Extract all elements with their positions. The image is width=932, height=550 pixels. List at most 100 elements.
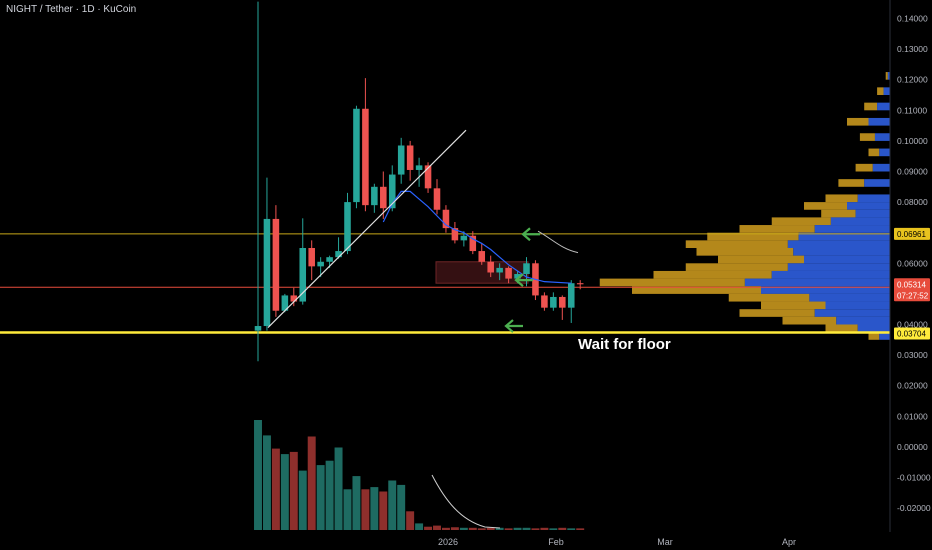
candle-body — [326, 257, 333, 262]
moving-average-line — [382, 190, 572, 284]
profile-bar-sell — [739, 309, 815, 317]
profile-bar-buy — [804, 255, 890, 264]
volume-bar — [424, 526, 433, 530]
volume-bar — [334, 447, 343, 530]
y-tick-label: 0.03000 — [897, 350, 928, 360]
candle-body — [505, 267, 512, 279]
y-tick-label: 0.11000 — [897, 105, 927, 115]
profile-bar-buy — [857, 194, 890, 203]
y-tick-label: 0.00000 — [897, 442, 928, 452]
profile-bar-sell — [838, 179, 865, 187]
projection-line — [537, 230, 579, 254]
y-tick-label: 0.01000 — [897, 411, 928, 421]
volume-bar — [486, 527, 495, 530]
y-tick-label: 0.04000 — [897, 320, 928, 330]
profile-bar-buy — [855, 209, 890, 218]
candle-body — [567, 283, 575, 308]
candle-body — [433, 188, 441, 210]
profile-bar-sell — [864, 102, 878, 111]
volume-bar — [370, 487, 379, 530]
candle-body — [550, 296, 557, 308]
candle-body — [460, 235, 468, 241]
candle-body — [371, 186, 378, 206]
profile-bar-buy — [814, 309, 890, 317]
left-arrow-icon — [504, 319, 523, 333]
annotation-text: Wait for floor — [578, 336, 671, 353]
profile-bar-sell — [847, 117, 869, 126]
candle-body — [576, 283, 584, 285]
left-arrow-icon — [514, 273, 533, 287]
profile-bar-buy — [874, 133, 890, 141]
candle-body — [469, 235, 477, 252]
volume-ma-line — [431, 474, 501, 529]
profile-bar-buy — [825, 301, 890, 310]
volume-bar — [450, 527, 459, 530]
profile-bar-buy — [877, 102, 890, 111]
profile-bar-buy — [830, 217, 890, 226]
candle-body — [362, 108, 369, 206]
volume-bar — [495, 527, 504, 530]
volume-bar — [441, 527, 450, 530]
chart-title: NIGHT / Tether · 1D · KuCoin — [6, 4, 137, 15]
candle-body — [281, 295, 289, 311]
profile-bar-sell — [859, 133, 875, 141]
volume-bars — [254, 420, 585, 530]
profile-bar-buy — [771, 270, 890, 279]
volume-bar — [531, 528, 540, 530]
volume-bar — [540, 527, 549, 530]
profile-bar-sell — [718, 255, 804, 264]
profile-bar-sell — [653, 270, 772, 279]
y-tick-label: -0.01000 — [897, 473, 931, 483]
volume-bar — [468, 527, 477, 530]
profile-bar-buy — [814, 225, 890, 233]
price-axis: 0.14000 0.13000 0.12000 0.11000 0.10000 0.090… — [889, 0, 931, 532]
volume-bar — [433, 525, 441, 530]
y-tick-label: -0.02000 — [897, 503, 931, 513]
candle-body — [424, 165, 432, 189]
profile-bar-buy — [868, 117, 890, 126]
profile-bar-buy — [836, 316, 890, 325]
axis-ticks: 2026 Feb Mar Apr — [438, 537, 796, 547]
profile-bar-buy — [879, 332, 890, 340]
candle-body — [290, 295, 298, 302]
volume-bar — [558, 527, 567, 530]
price-levels — [0, 233, 890, 334]
profile-bar-sell — [728, 293, 810, 302]
volume-bar — [406, 511, 415, 530]
profile-bar-sell — [599, 278, 745, 287]
zone-box — [435, 261, 529, 284]
volume-bar — [504, 528, 513, 530]
y-tick-label: 0.08000 — [897, 197, 928, 207]
candle-body — [254, 326, 262, 331]
profile-bar-buy — [744, 278, 890, 287]
y-tick-label: 0.12000 — [897, 75, 928, 85]
volume-bar — [361, 489, 370, 530]
profile-bar-buy — [857, 324, 890, 333]
volume-bar — [567, 528, 576, 530]
volume-bar — [262, 435, 271, 530]
profile-bar-sell — [877, 87, 884, 95]
profile-bar-sell — [868, 148, 880, 157]
volume-bar — [307, 436, 316, 530]
volume-bar — [379, 491, 388, 530]
profile-bar-sell — [885, 72, 888, 80]
profile-bar-buy — [793, 248, 890, 256]
x-tick-label: Apr — [782, 537, 796, 547]
volume-bar — [289, 451, 298, 530]
resistance-label: 0.06961 — [897, 230, 926, 239]
y-tick-label: 0.09000 — [897, 167, 928, 177]
profile-bar-sell — [825, 324, 858, 333]
support-label-bg — [894, 327, 930, 340]
profile-bar-buy — [798, 232, 890, 241]
profile-bar-sell — [761, 301, 826, 310]
profile-bar-sell — [825, 194, 858, 203]
left-arrow-icon — [521, 227, 540, 242]
volume-profile — [599, 72, 890, 340]
volume-bar — [522, 527, 531, 530]
profile-bar-sell — [685, 240, 788, 248]
x-tick-label: Feb — [548, 537, 564, 547]
candles — [254, 1, 584, 362]
y-tick-label: 0.13000 — [897, 44, 928, 54]
profile-bar-sell — [685, 263, 788, 271]
